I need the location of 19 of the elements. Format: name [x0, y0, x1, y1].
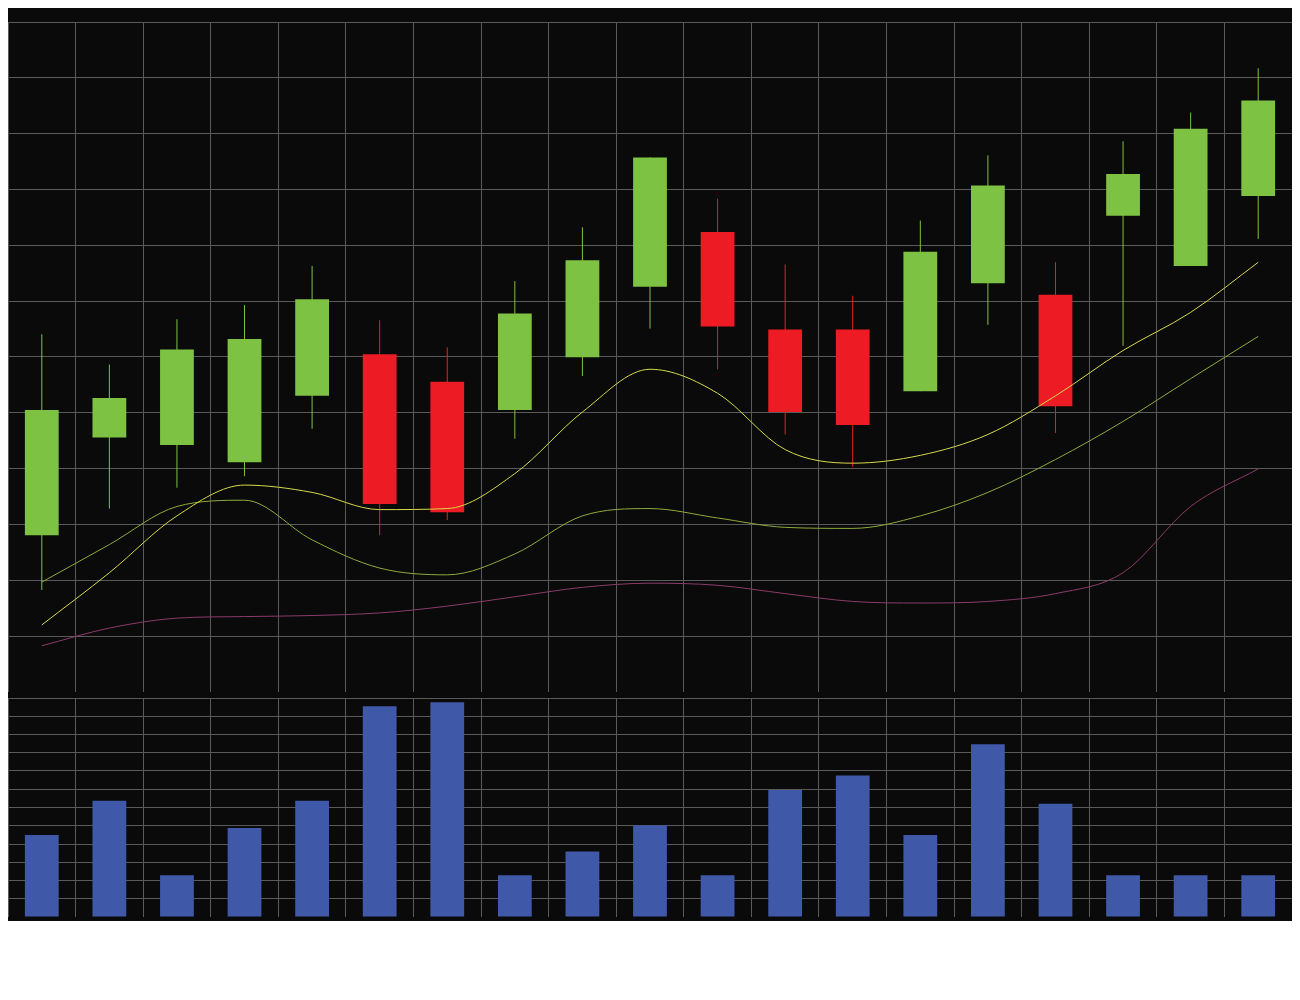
bar [700, 875, 735, 917]
bar [430, 702, 465, 917]
bar [160, 875, 194, 917]
bar [903, 834, 938, 917]
bar [565, 851, 600, 917]
bar [633, 825, 667, 917]
bar [971, 744, 1005, 917]
bar [1106, 875, 1140, 917]
bar [1038, 803, 1073, 917]
bar [227, 828, 262, 917]
bar [92, 800, 127, 917]
bar [295, 800, 329, 917]
bar [1173, 875, 1208, 917]
bar [835, 775, 870, 917]
bar [362, 706, 397, 917]
bar [1241, 875, 1276, 917]
bar [497, 875, 532, 917]
bar [24, 834, 59, 917]
bar [768, 790, 803, 917]
